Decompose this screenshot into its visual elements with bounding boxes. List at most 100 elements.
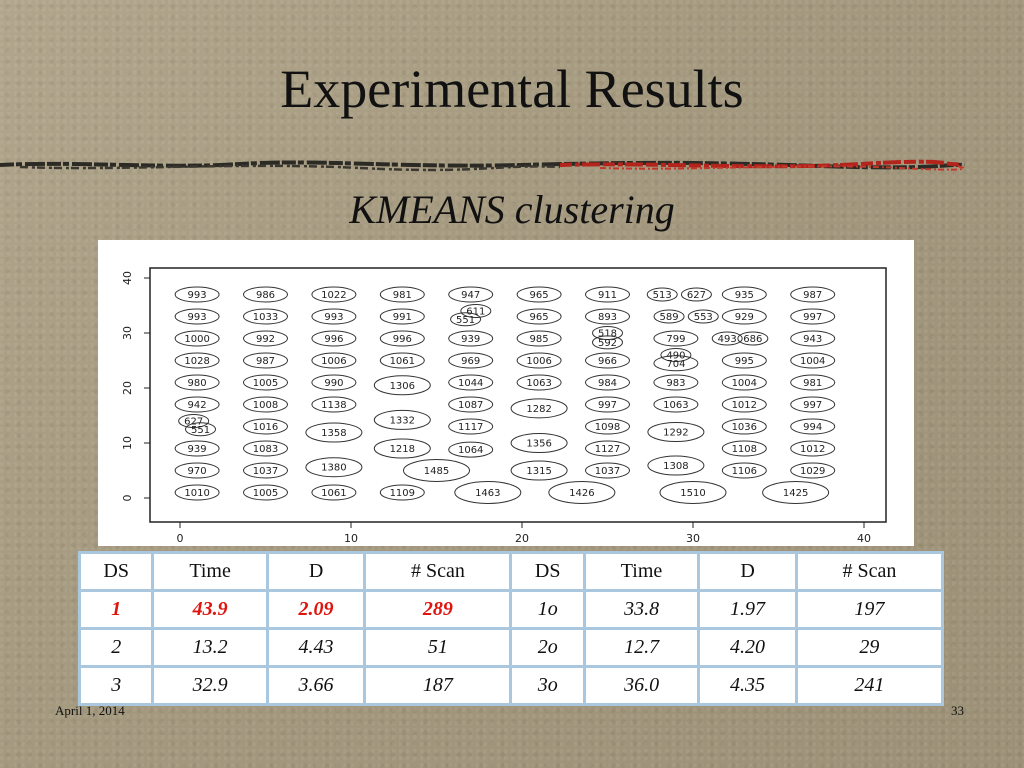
cluster-label: 611	[466, 307, 485, 318]
slide-title: Experimental Results	[280, 59, 744, 119]
cluster-label: 513	[653, 290, 672, 301]
cluster-label: 1510	[680, 488, 705, 499]
cluster-ellipse: 686	[737, 331, 769, 346]
cluster-label: 980	[188, 378, 207, 389]
cluster-label: 1138	[321, 400, 346, 411]
cluster-ellipse: 984	[585, 374, 630, 391]
cluster-label: 981	[803, 378, 822, 389]
cluster-label: 1061	[390, 356, 415, 367]
table-cell: 13.2	[151, 627, 269, 668]
cluster-label: 1037	[595, 466, 620, 477]
cluster-label: 985	[530, 334, 549, 345]
cluster-label: 1004	[800, 356, 825, 367]
cluster-ellipse: 704	[653, 355, 699, 372]
cluster-ellipse: 1004	[721, 374, 767, 391]
cluster-ellipse: 992	[243, 330, 288, 347]
cluster-ellipse: 1485	[403, 459, 470, 482]
cluster-label: 1044	[458, 378, 483, 389]
cluster-label: 984	[598, 378, 617, 389]
cluster-label: 1083	[253, 444, 278, 455]
cluster-ellipse: 1098	[585, 418, 630, 435]
cluster-label: 983	[666, 378, 685, 389]
cluster-ellipse: 1008	[243, 396, 288, 413]
cluster-label: 589	[660, 312, 679, 323]
cluster-label: 1005	[253, 378, 278, 389]
cluster-label: 1028	[184, 356, 209, 367]
cluster-ellipse: 983	[653, 374, 699, 391]
cluster-ellipse: 1063	[516, 374, 562, 391]
cluster-ellipse: 993	[174, 286, 220, 303]
cluster-ellipse: 1127	[585, 440, 630, 457]
cluster-ellipse: 966	[585, 352, 630, 369]
cluster-ellipse: 513	[646, 287, 678, 302]
cluster-ellipse: 1005	[243, 374, 288, 391]
table-cell: 3.66	[265, 665, 367, 706]
cluster-ellipse: 911	[585, 286, 630, 303]
cluster-label: 1332	[390, 415, 415, 426]
cluster-ellipse: 990	[311, 374, 357, 391]
cluster-ellipse: 1138	[311, 396, 357, 413]
cluster-ellipse: 986	[243, 286, 288, 303]
cluster-label: 1029	[800, 466, 825, 477]
cluster-ellipse: 1044	[448, 374, 494, 391]
table-cell: 241	[794, 665, 945, 706]
cluster-ellipse: 997	[790, 308, 836, 325]
cluster-label: 939	[188, 444, 207, 455]
table-cell: 12.7	[582, 627, 701, 668]
cluster-label: 997	[803, 400, 822, 411]
cluster-label: 799	[666, 334, 685, 345]
cluster-label: 1315	[526, 466, 551, 477]
cluster-ellipse: 1218	[373, 438, 431, 459]
table-cell: 2	[77, 627, 155, 668]
cluster-label: 1485	[424, 466, 449, 477]
cluster-label: 990	[324, 378, 343, 389]
cluster-ellipse: 991	[379, 308, 425, 325]
cluster-ellipse: 1029	[790, 462, 836, 479]
cluster-label: 1306	[390, 381, 415, 392]
table-row: 2 13.2 4.43 51 2o 12.7 4.20 29	[77, 627, 945, 668]
table-cell: 36.0	[582, 665, 701, 706]
x-tick-label: 10	[344, 532, 358, 545]
table-row: 1 43.9 2.09 289 1o 33.8 1.97 197	[77, 589, 945, 630]
cluster-ellipse: 1037	[585, 462, 630, 479]
cluster-label: 1063	[663, 400, 688, 411]
cluster-ellipse: 970	[174, 462, 220, 479]
cluster-ellipse: 996	[311, 330, 357, 347]
x-tick-label: 0	[177, 532, 184, 545]
cluster-label: 1036	[732, 422, 757, 433]
cluster-ellipse: 994	[790, 418, 836, 435]
table-cell: 289	[363, 589, 513, 630]
header-time-o: Time	[582, 551, 701, 592]
cluster-ellipse: 1109	[379, 484, 425, 501]
cluster-ellipse: 1282	[510, 398, 568, 419]
cluster-label: 987	[256, 356, 275, 367]
results-table: DS Time D # Scan DS Time D # Scan 1 43.9…	[77, 551, 945, 706]
cluster-ellipse: 1510	[659, 481, 727, 504]
cluster-label: 704	[666, 359, 685, 370]
cluster-label: 986	[256, 290, 275, 301]
cluster-ellipse: 1463	[454, 481, 522, 504]
table-cell: 43.9	[151, 589, 269, 630]
cluster-ellipse: 799	[653, 330, 699, 347]
cluster-ellipse: 1426	[548, 481, 616, 504]
cluster-label: 970	[188, 466, 207, 477]
cluster-ellipse: 942	[174, 396, 220, 413]
cluster-label: 1006	[321, 356, 346, 367]
cluster-ellipse: 993	[311, 308, 357, 325]
cluster-label: 1356	[526, 439, 551, 450]
cluster-ellipse: 980	[174, 374, 220, 391]
cluster-ellipse: 981	[790, 374, 836, 391]
cluster-ellipse: 1036	[721, 418, 767, 435]
cluster-label: 1005	[253, 488, 278, 499]
cluster-label: 1033	[253, 312, 278, 323]
cluster-ellipse: 611	[460, 304, 492, 318]
cluster-label: 969	[461, 356, 480, 367]
cluster-label: 1012	[800, 444, 825, 455]
cluster-label: 992	[256, 334, 275, 345]
cluster-ellipse: 1106	[721, 462, 767, 479]
slide-date: April 1, 2014	[55, 703, 125, 718]
cluster-ellipse: 1117	[448, 418, 494, 435]
cluster-ellipse: 939	[174, 440, 220, 457]
x-tick-label: 40	[857, 532, 871, 545]
cluster-ellipse: 553	[687, 309, 719, 324]
